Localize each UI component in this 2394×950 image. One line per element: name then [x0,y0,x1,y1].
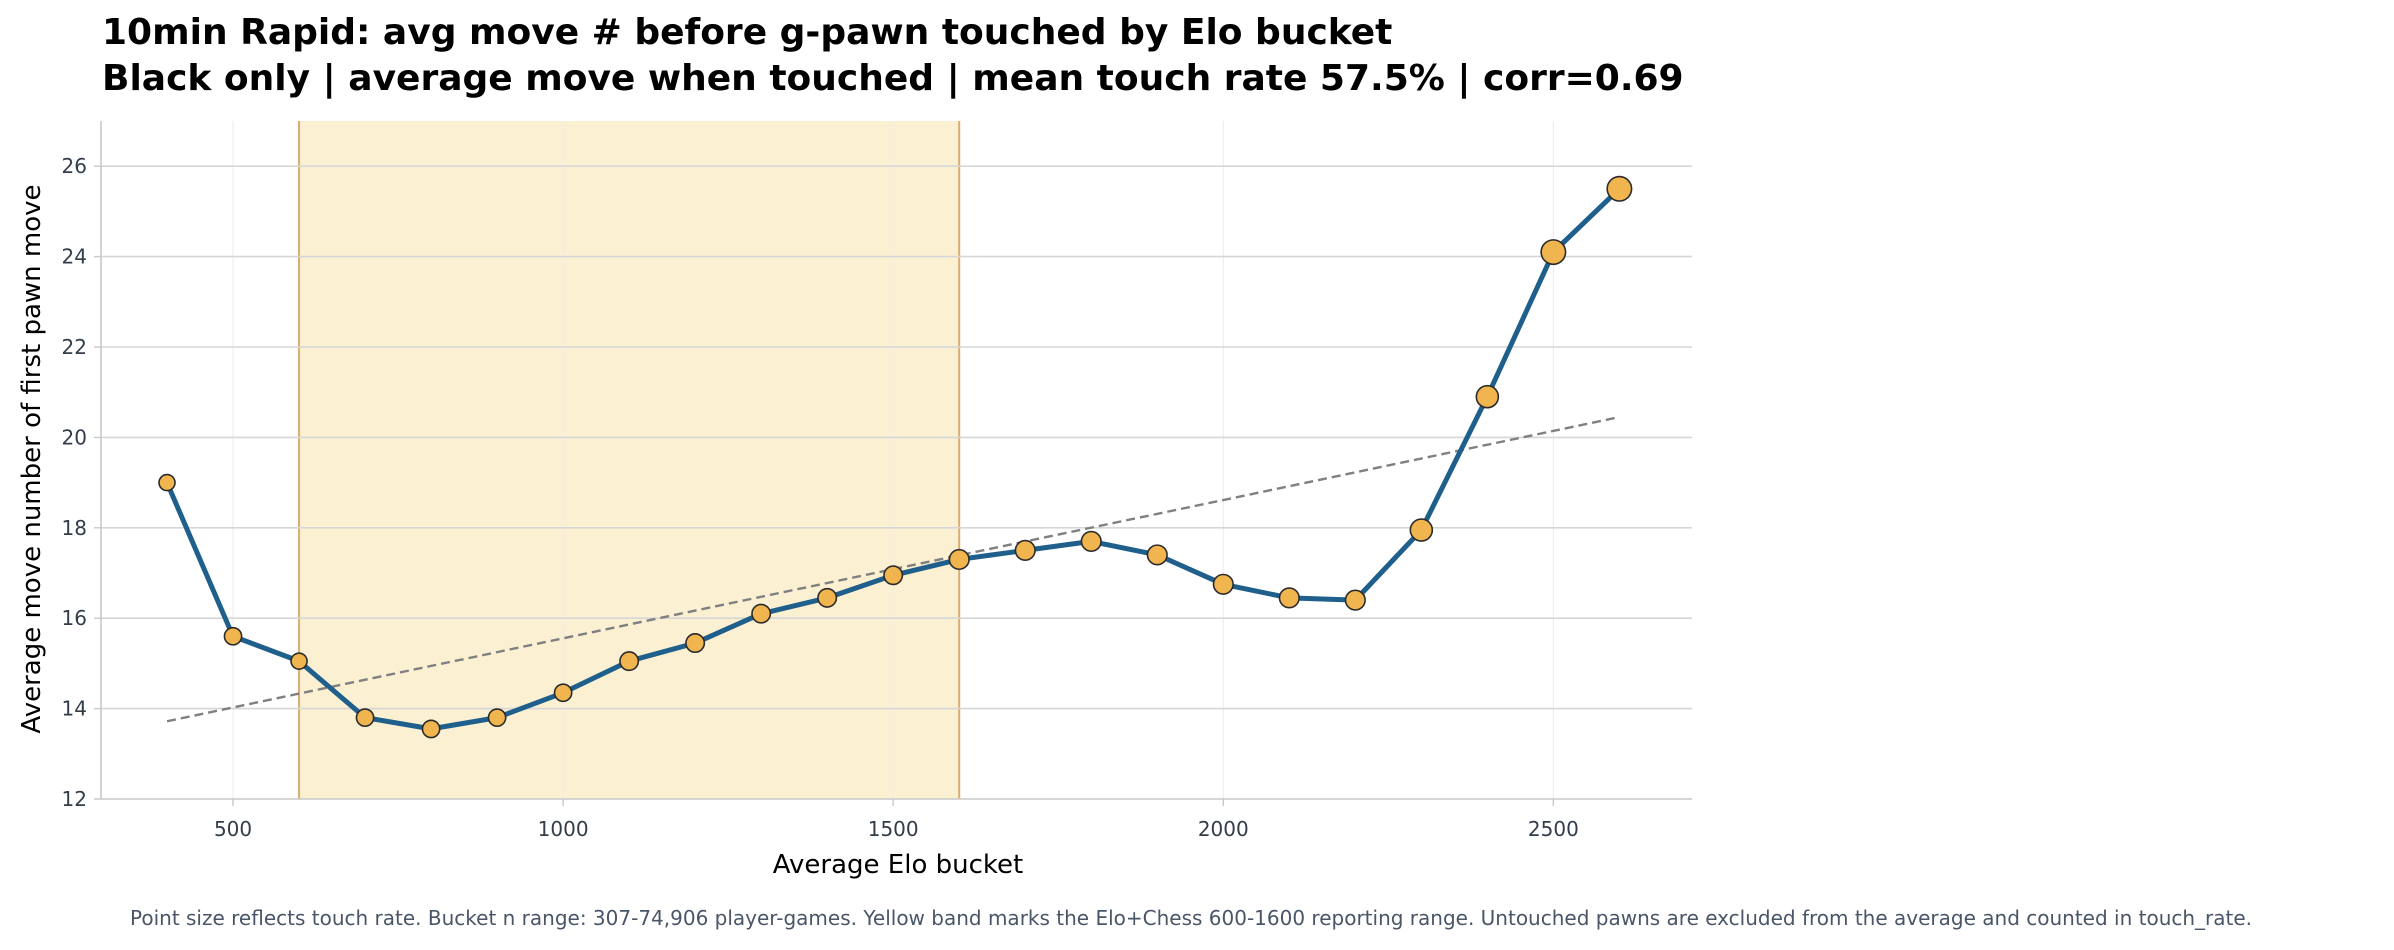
data-point [355,708,375,728]
x-tick-label: 1000 [538,817,589,841]
data-point [1475,384,1500,409]
y-tick-label: 12 [62,787,87,811]
y-tick-label: 16 [62,606,87,630]
y-tick-label: 14 [62,697,87,721]
data-point [158,473,176,492]
y-tick-label: 18 [62,516,87,540]
chart-title: 10min Rapid: avg move # before g-pawn to… [102,10,1684,102]
data-point [1344,589,1366,611]
data-point [817,587,838,608]
x-tick-label: 500 [214,817,252,841]
x-tick-label: 2500 [1528,817,1579,841]
data-point [1146,544,1168,566]
data-point [553,683,573,703]
data-point [1606,175,1633,202]
line-chart: 500 1000 1500 2000 2500 12 14 16 18 20 22 24 26 Aver… [17,121,1692,880]
title-line-2: Black only | average move when touched |… [102,58,1684,99]
data-point [1278,587,1300,609]
y-tick-label: 24 [62,245,87,269]
data-point [487,708,507,728]
data-point [619,651,640,672]
data-point [948,548,970,571]
data-point [1080,530,1102,552]
data-point [290,652,308,670]
x-tick-label: 2000 [1198,817,1249,841]
y-tick-label: 20 [62,425,87,449]
data-point [751,603,772,624]
data-point [1409,518,1434,542]
y-axis-label: Average move number of first pawn move [17,184,47,733]
data-point [223,626,243,646]
x-axis-label: Average Elo bucket [773,850,1023,880]
trend-line [166,415,1620,723]
data-point [1014,539,1036,562]
data-point [685,633,706,654]
data-point [1212,573,1234,595]
footnote: Point size reflects touch rate. Bucket n… [130,906,2253,930]
data-point [1540,239,1567,266]
data-point [421,719,441,739]
y-tick-label: 22 [62,335,87,359]
data-point [883,565,904,586]
x-tick-label: 1500 [868,817,919,841]
y-tick-label: 26 [62,154,87,178]
title-line-1: 10min Rapid: avg move # before g-pawn to… [102,12,1393,53]
reporting-range-band [299,121,960,799]
